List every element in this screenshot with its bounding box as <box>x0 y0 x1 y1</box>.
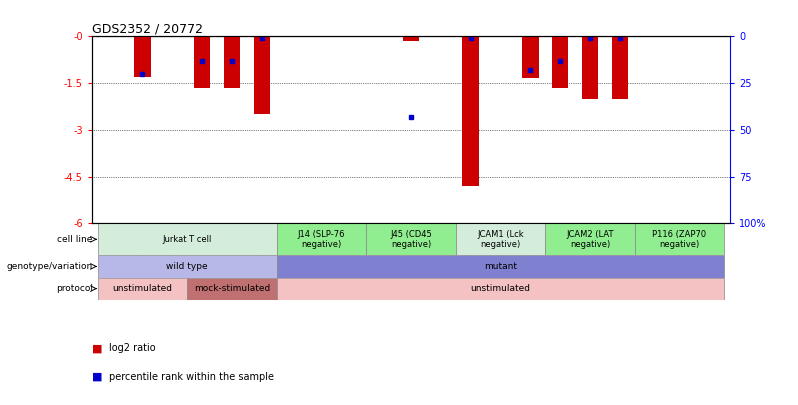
Text: mock-stimulated: mock-stimulated <box>194 284 270 293</box>
Bar <box>97 255 277 277</box>
Text: cell line: cell line <box>57 235 93 244</box>
Bar <box>462 36 479 186</box>
Bar <box>97 223 277 255</box>
Bar <box>611 36 628 99</box>
Bar <box>545 223 634 255</box>
Bar <box>254 36 270 114</box>
Bar <box>134 36 151 77</box>
Text: percentile rank within the sample: percentile rank within the sample <box>109 372 275 382</box>
Bar <box>194 36 211 88</box>
Bar <box>277 277 725 300</box>
Text: Jurkat T cell: Jurkat T cell <box>163 235 212 244</box>
Text: unstimulated: unstimulated <box>471 284 531 293</box>
Bar <box>97 277 188 300</box>
Bar <box>277 255 725 277</box>
Bar <box>522 36 539 79</box>
Text: GDS2352 / 20772: GDS2352 / 20772 <box>92 22 203 35</box>
Bar <box>188 277 277 300</box>
Text: ■: ■ <box>92 343 102 353</box>
Text: genotype/variation: genotype/variation <box>6 262 93 271</box>
Bar <box>582 36 598 99</box>
Bar <box>277 223 366 255</box>
Bar <box>456 223 545 255</box>
Text: mutant: mutant <box>484 262 517 271</box>
Text: JCAM2 (LAT
negative): JCAM2 (LAT negative) <box>567 230 614 249</box>
Bar <box>634 223 725 255</box>
Text: ■: ■ <box>92 372 102 382</box>
Text: P116 (ZAP70
negative): P116 (ZAP70 negative) <box>653 230 706 249</box>
Text: protocol: protocol <box>56 284 93 293</box>
Text: J45 (CD45
negative): J45 (CD45 negative) <box>390 230 432 249</box>
Text: JCAM1 (Lck
negative): JCAM1 (Lck negative) <box>477 230 523 249</box>
Text: log2 ratio: log2 ratio <box>109 343 156 353</box>
Bar <box>366 223 456 255</box>
Text: unstimulated: unstimulated <box>113 284 172 293</box>
Text: wild type: wild type <box>167 262 208 271</box>
Bar <box>403 36 419 41</box>
Bar <box>223 36 240 88</box>
Text: J14 (SLP-76
negative): J14 (SLP-76 negative) <box>298 230 346 249</box>
Bar <box>552 36 568 88</box>
